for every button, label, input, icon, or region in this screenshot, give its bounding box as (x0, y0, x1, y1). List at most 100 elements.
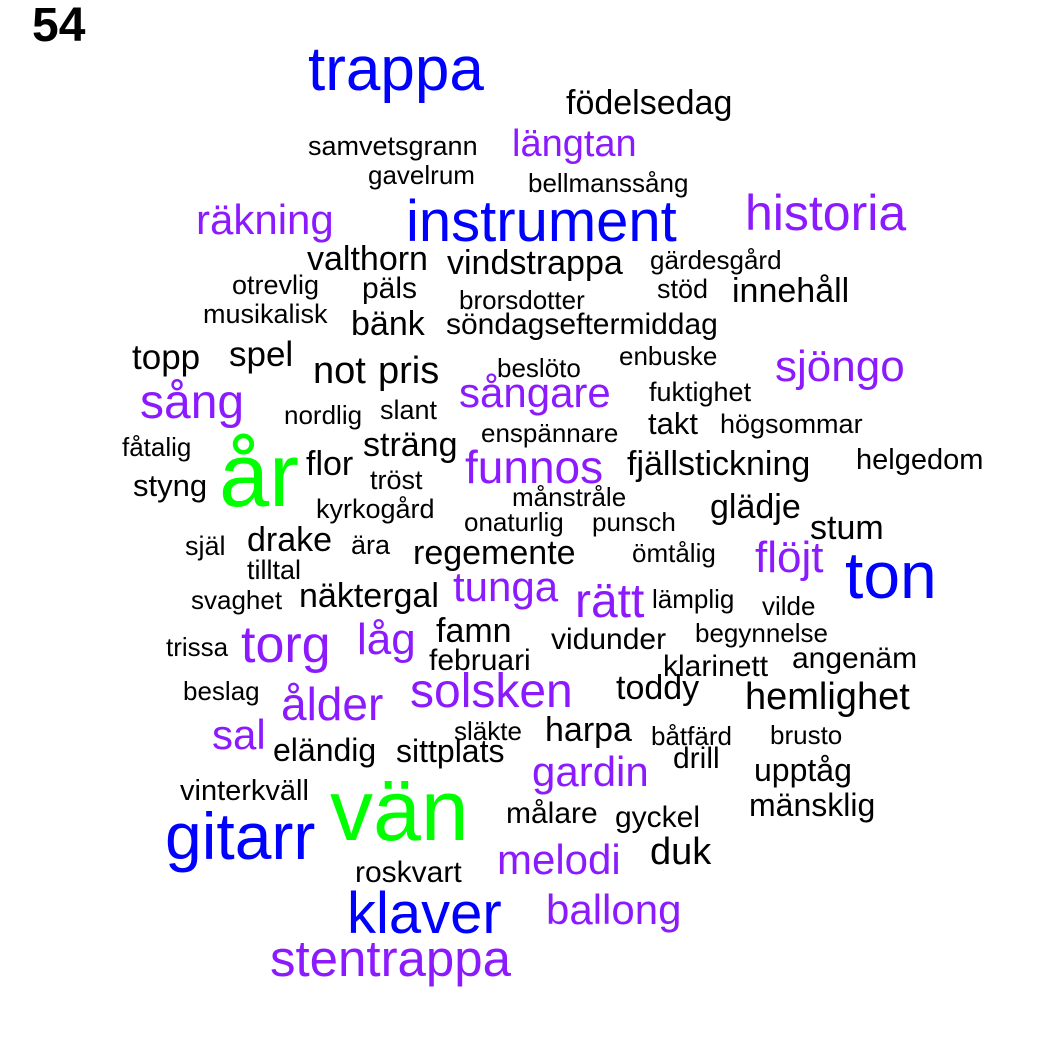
word-hogsommar: högsommar (720, 409, 863, 439)
word-sang: sång (140, 376, 245, 429)
word-ar: år (219, 426, 300, 526)
word-duk: duk (650, 831, 712, 873)
word-fatalig: fåtalig (122, 432, 192, 462)
word-klarinett: klarinett (663, 650, 769, 683)
word-ballong: ballong (546, 886, 682, 933)
word-omtalig: ömtålig (632, 538, 716, 568)
word-helgedom: helgedom (856, 444, 984, 476)
word-sjongo: sjöngo (775, 342, 905, 391)
word-pris: pris (378, 350, 440, 392)
word-ton: ton (845, 538, 937, 612)
word-musikalisk: musikalisk (203, 299, 328, 329)
word-enspannare: enspännare (481, 418, 619, 448)
word-sangare: sångare (459, 369, 611, 416)
word-slant: slant (380, 395, 438, 425)
page-number: 54 (32, 0, 86, 52)
word-onaturlig: onaturlig (464, 507, 564, 537)
word-melodi: melodi (497, 836, 621, 883)
word-fjallstickning: fjällstickning (627, 445, 811, 483)
word-trappa: trappa (308, 35, 484, 104)
word-stentrappa: stentrappa (270, 930, 512, 987)
word-spel: spel (229, 335, 294, 374)
word-klaver: klaver (347, 881, 502, 946)
word-strang: sträng (363, 426, 458, 464)
word-alder: ålder (281, 678, 384, 730)
word-batfard: båtfärd (651, 721, 732, 751)
word-historia: historia (745, 185, 907, 241)
word-gyckel: gyckel (615, 801, 701, 834)
word-stod: stöd (657, 274, 709, 304)
word-harpa: harpa (545, 711, 632, 749)
word-slakte: släkte (454, 716, 522, 746)
word-vidunder: vidunder (551, 623, 667, 656)
word-toddy: toddy (616, 669, 700, 707)
word-elandig: eländig (273, 732, 377, 768)
word-vilde: vilde (762, 591, 816, 621)
word-topp: topp (132, 338, 201, 377)
word-takt: takt (648, 406, 698, 441)
word-bellmanssang: bellmanssång (528, 168, 689, 198)
word-besloto: beslöto (497, 353, 581, 383)
word-innehall: innehåll (732, 272, 850, 310)
word-bank: bänk (351, 305, 425, 343)
word-drake: drake (247, 521, 333, 559)
word-malare: målare (506, 797, 598, 830)
word-valthorn: valthorn (307, 240, 428, 278)
word-solsken: solsken (410, 665, 573, 718)
word-angenam: angenäm (792, 642, 918, 675)
word-flor: flor (306, 445, 354, 483)
word-lamplig: lämplig (652, 584, 735, 614)
word-naktergal: näktergal (299, 577, 439, 615)
word-ratt: rätt (575, 575, 645, 628)
word-gardin: gardin (532, 748, 649, 795)
word-sjal: själ (185, 531, 226, 561)
word-funnos: funnos (465, 441, 604, 493)
word-ara: ära (351, 530, 391, 560)
word-gardesgard: gärdesgård (650, 245, 782, 275)
word-vinterkvall: vinterkväll (180, 775, 309, 807)
word-upptag: upptåg (754, 752, 852, 788)
word-manstrale: månstråle (512, 482, 627, 512)
word-gladje: glädje (710, 488, 801, 526)
word-styng: styng (133, 468, 208, 503)
word-pals: päls (362, 272, 418, 305)
word-tunga: tunga (453, 563, 559, 610)
word-langtan: längtan (512, 123, 637, 165)
word-lag: låg (357, 615, 416, 664)
word-mansklig: mänsklig (749, 787, 876, 823)
word-fuktighet: fuktighet (649, 377, 752, 407)
word-drill: drill (673, 742, 720, 775)
word-flojt: flöjt (755, 533, 824, 582)
word-beslag: beslag (183, 676, 260, 706)
word-sittplats: sittplats (396, 733, 505, 769)
word-svaghet: svaghet (191, 585, 283, 615)
word-samvetsgrann: samvetsgrann (308, 131, 478, 161)
word-sal: sal (212, 711, 266, 758)
word-gitarr: gitarr (165, 799, 316, 873)
word-regemente: regemente (413, 534, 576, 572)
word-roskvart: roskvart (355, 856, 462, 889)
word-vindstrappa: vindstrappa (447, 244, 623, 282)
word-stum: stum (810, 509, 884, 547)
word-instrument: instrument (406, 189, 677, 254)
word-brusto: brusto (770, 720, 843, 750)
word-enbuske: enbuske (619, 341, 718, 371)
word-begynnelse: begynnelse (695, 618, 828, 648)
word-fodelsedag: födelsedag (566, 84, 733, 122)
word-kyrkogard: kyrkogård (316, 494, 435, 524)
word-famn: famn (436, 612, 512, 650)
word-trissa: trissa (166, 632, 229, 662)
word-van: vän (330, 763, 469, 859)
word-gavelrum: gavelrum (368, 160, 475, 190)
word-hemlighet: hemlighet (745, 676, 910, 718)
word-rakning: räkning (196, 196, 334, 243)
word-brorsdotter: brorsdotter (459, 285, 585, 315)
word-trost: tröst (370, 465, 423, 495)
word-torg: torg (241, 616, 331, 674)
word-februari: februari (429, 644, 531, 677)
word-tilltal: tilltal (247, 555, 302, 585)
word-otrevlig: otrevlig (232, 270, 320, 300)
word-sondagseftermiddag: söndagseftermiddag (446, 308, 718, 341)
word-nordlig: nordlig (284, 400, 363, 430)
